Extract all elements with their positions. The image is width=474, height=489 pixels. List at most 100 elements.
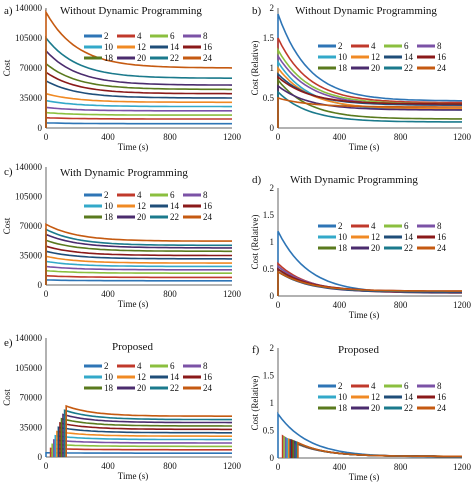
chart-title: Proposed bbox=[338, 344, 379, 356]
x-axis-label: Time (s) bbox=[349, 310, 379, 320]
legend-label: 24 bbox=[203, 53, 213, 63]
legend-label: 6 bbox=[404, 221, 409, 231]
x-tick-label: 800 bbox=[394, 300, 408, 310]
legend-label: 10 bbox=[104, 42, 114, 52]
legend-label: 20 bbox=[371, 243, 381, 253]
y-tick-label: 1.5 bbox=[263, 371, 275, 381]
legend-label: 8 bbox=[203, 190, 208, 200]
series-line-20 bbox=[277, 84, 462, 128]
series-line-24 bbox=[45, 9, 233, 128]
series-line-12 bbox=[45, 92, 232, 128]
legend-label: 20 bbox=[137, 53, 147, 63]
series-line-22 bbox=[45, 35, 232, 128]
legend-label: 20 bbox=[371, 403, 381, 413]
chart-title: Without Dynamic Programming bbox=[60, 5, 202, 17]
x-axis-label: Time (s) bbox=[118, 471, 148, 481]
legend-label: 14 bbox=[404, 392, 414, 402]
series-line-10 bbox=[54, 434, 232, 457]
series-line-8 bbox=[53, 439, 232, 457]
y-tick-label: 105000 bbox=[15, 192, 43, 202]
legend-label: 18 bbox=[338, 403, 348, 413]
panel-label: d) bbox=[252, 174, 262, 186]
series-line-24 bbox=[297, 441, 462, 458]
panel-label: f) bbox=[252, 344, 260, 356]
y-tick-label: 35000 bbox=[20, 422, 43, 432]
y-axis-label: Cost bbox=[2, 217, 12, 234]
legend-label: 6 bbox=[170, 190, 175, 200]
legend-label: 10 bbox=[338, 232, 348, 242]
y-tick-label: 140000 bbox=[15, 3, 43, 13]
y-axis-label: Cost bbox=[2, 389, 12, 406]
x-tick-label: 0 bbox=[276, 462, 281, 472]
legend-label: 24 bbox=[437, 243, 447, 253]
panel-label: e) bbox=[4, 337, 13, 349]
x-tick-label: 1200 bbox=[453, 132, 472, 142]
legend-label: 12 bbox=[137, 372, 146, 382]
legend-label: 20 bbox=[137, 212, 147, 222]
chart-panel-1: 0 35000 70000 105000 140000 0 400 800 1200 Time (… bbox=[2, 3, 242, 152]
legend-label: 6 bbox=[404, 381, 409, 391]
legend-label: 4 bbox=[371, 221, 376, 231]
legend-label: 22 bbox=[404, 243, 413, 253]
legend-label: 2 bbox=[338, 221, 343, 231]
y-tick-label: 0 bbox=[270, 291, 275, 301]
legend-label: 22 bbox=[170, 53, 179, 63]
series-line-10 bbox=[45, 260, 232, 285]
series-line-2 bbox=[45, 122, 232, 128]
x-tick-label: 800 bbox=[163, 461, 177, 471]
series-line-16 bbox=[45, 70, 232, 128]
y-tick-label: 1.5 bbox=[263, 210, 275, 220]
series-line-22 bbox=[45, 228, 232, 285]
series-line-16 bbox=[59, 422, 232, 457]
y-tick-label: 35000 bbox=[20, 251, 43, 261]
legend-label: 18 bbox=[104, 53, 114, 63]
y-tick-label: 2 bbox=[270, 3, 275, 13]
series-line-4 bbox=[45, 116, 232, 128]
legend-label: 4 bbox=[137, 361, 142, 371]
x-axis-label: Time (s) bbox=[118, 142, 148, 152]
legend-label: 20 bbox=[137, 383, 147, 393]
y-tick-label: 140000 bbox=[15, 162, 43, 172]
y-tick-label: 1 bbox=[270, 237, 275, 247]
chart-title: With Dynamic Programming bbox=[60, 167, 188, 179]
series-line-6 bbox=[51, 443, 232, 457]
x-axis-label: Time (s) bbox=[349, 142, 379, 152]
legend-label: 24 bbox=[203, 383, 213, 393]
legend-label: 2 bbox=[104, 31, 109, 41]
y-tick-label: 70000 bbox=[20, 221, 43, 231]
x-tick-label: 0 bbox=[44, 289, 49, 299]
series-line-16 bbox=[277, 75, 462, 128]
x-tick-label: 400 bbox=[101, 461, 115, 471]
legend-label: 2 bbox=[104, 190, 109, 200]
legend-label: 22 bbox=[404, 403, 413, 413]
series-line-20 bbox=[62, 413, 232, 457]
legend-label: 12 bbox=[137, 42, 146, 52]
y-tick-label: 1 bbox=[270, 398, 275, 408]
series-line-8 bbox=[45, 265, 232, 285]
series-line-4 bbox=[277, 37, 462, 128]
series-line-16 bbox=[45, 245, 232, 285]
x-tick-label: 0 bbox=[276, 132, 281, 142]
legend-label: 6 bbox=[170, 31, 175, 41]
series-line-24 bbox=[277, 96, 462, 128]
y-tick-label: 0 bbox=[38, 123, 43, 133]
legend-label: 12 bbox=[371, 232, 380, 242]
legend-label: 8 bbox=[437, 221, 442, 231]
legend-label: 12 bbox=[137, 201, 146, 211]
legend-label: 10 bbox=[338, 52, 348, 62]
legend-label: 18 bbox=[338, 63, 348, 73]
legend-label: 4 bbox=[371, 381, 376, 391]
legend-label: 16 bbox=[203, 201, 213, 211]
legend-label: 2 bbox=[338, 41, 343, 51]
legend-label: 18 bbox=[104, 383, 114, 393]
y-tick-label: 2 bbox=[270, 343, 275, 353]
x-tick-label: 1200 bbox=[223, 461, 242, 471]
y-tick-label: 0.5 bbox=[263, 264, 275, 274]
x-tick-label: 800 bbox=[394, 462, 408, 472]
panel-label: c) bbox=[4, 166, 13, 178]
series-line-2 bbox=[45, 452, 232, 457]
series-line-14 bbox=[45, 250, 232, 285]
x-axis-label: Time (s) bbox=[118, 299, 148, 309]
